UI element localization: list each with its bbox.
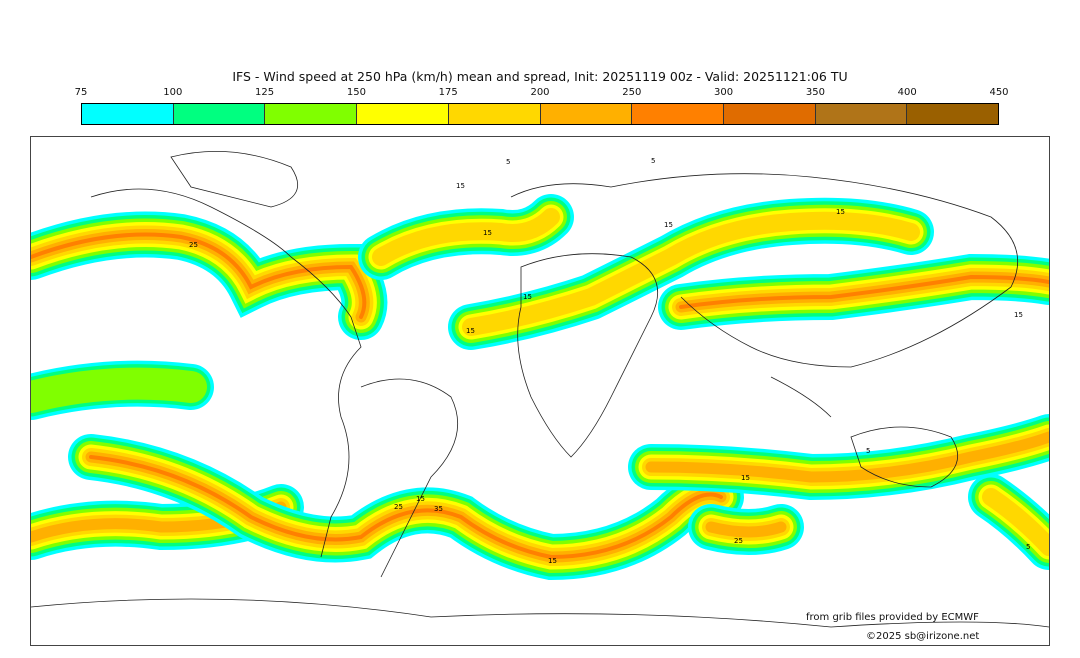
wind-speed-map: 15 15 15 15 15 15 25 15 35 25 15 25 15 15 5 5 5 5 <box>8 136 1072 646</box>
contour-label: 15 <box>523 293 532 301</box>
contour-label: 15 <box>664 221 673 229</box>
contour-label: 5 <box>651 157 655 165</box>
contour-label: 5 <box>506 158 510 166</box>
jet-streams <box>8 194 1072 581</box>
map-canvas: 15 15 15 15 15 15 25 15 35 25 15 25 15 15 5 5 5 5 <box>8 151 1072 628</box>
wind-speed-contour-fill <box>29 232 367 319</box>
colorbar-tick-label: 150 <box>346 87 366 98</box>
contour-label: 15 <box>741 474 750 482</box>
colorbar-swatch <box>448 104 541 124</box>
colorbar-swatch <box>907 104 999 124</box>
contour-label: 25 <box>394 503 403 511</box>
jet-stream-band <box>8 360 214 420</box>
colorbar-swatch <box>82 104 174 124</box>
wind-speed-contour-fill <box>15 367 207 413</box>
contour-labels: 15 15 15 15 15 15 25 15 35 25 15 25 15 15 5 5 5 5 <box>189 157 1030 565</box>
jet-stream-band <box>968 474 1072 570</box>
colorbar-swatch <box>265 104 358 124</box>
colorbar-tick-label: 450 <box>989 87 1009 98</box>
contour-label: 25 <box>189 241 198 249</box>
wind-speed-contour-fill <box>89 455 723 560</box>
jet-stream-band <box>688 504 804 555</box>
colorbar <box>81 103 999 125</box>
colorbar-tick-label: 100 <box>163 87 183 98</box>
colorbar-swatch <box>173 104 266 124</box>
contour-label: 15 <box>836 208 845 216</box>
colorbar-swatch <box>540 104 633 124</box>
contour-label: 15 <box>416 495 425 503</box>
colorbar-tick-label: 125 <box>255 87 275 98</box>
contour-label: 15 <box>466 327 475 335</box>
colorbar-swatch <box>632 104 724 124</box>
colorbar-tick-label: 350 <box>805 87 825 98</box>
colorbar-tick-label: 400 <box>897 87 917 98</box>
wind-speed-contour-fill <box>462 211 920 336</box>
contour-label: 15 <box>1014 311 1023 319</box>
wind-speed-contour-fill <box>705 521 787 538</box>
colorbar-swatch <box>357 104 449 124</box>
contour-label: 15 <box>456 182 465 190</box>
coastlines <box>30 151 1050 628</box>
jet-stream-band <box>8 211 388 340</box>
colorbar-swatch <box>723 104 816 124</box>
wind-speed-contour-fill <box>372 208 560 266</box>
wind-speed-contour-fill <box>982 488 1058 556</box>
colorbar-tick-label: 250 <box>622 87 642 98</box>
jet-stream-band <box>628 414 1072 501</box>
copyright-credit: ©2025 sb@irizone.net <box>866 631 980 642</box>
jet-stream-band <box>448 197 934 350</box>
contour-label: 25 <box>734 537 743 545</box>
contour-label: 5 <box>1026 543 1030 551</box>
jet-stream-band <box>68 434 744 581</box>
colorbar-swatch <box>815 104 908 124</box>
colorbar-tick-label: 175 <box>438 87 458 98</box>
jet-stream-band <box>658 253 1072 330</box>
colorbar-tick-label: 75 <box>74 87 88 98</box>
wind-speed-contour-fill <box>679 274 1051 309</box>
wind-speed-contour-fill <box>645 431 1055 483</box>
map-title: IFS - Wind speed at 250 hPa (km/h) mean … <box>232 69 848 84</box>
contour-label: 15 <box>548 557 557 565</box>
colorbar-tick-label: 200 <box>530 87 550 98</box>
contour-label: 35 <box>434 505 443 513</box>
jet-stream-band <box>358 194 574 280</box>
data-source-credit: from grib files provided by ECMWF <box>806 612 979 623</box>
colorbar-tick-label: 300 <box>714 87 734 98</box>
contour-label: 15 <box>483 229 492 237</box>
contour-label: 5 <box>866 447 870 455</box>
